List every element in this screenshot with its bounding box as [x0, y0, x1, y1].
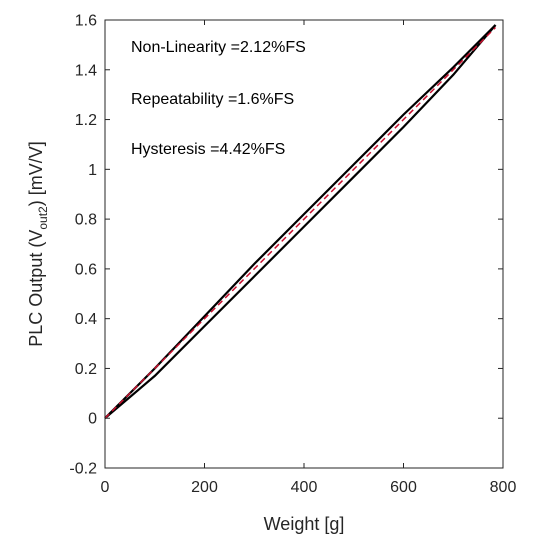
annotations: Non-Linearity =2.12%FS Repeatability =1.6…: [131, 39, 306, 158]
x-tick-label: 800: [490, 479, 517, 496]
y-axis-label-prefix: PLC Output (V: [26, 230, 46, 347]
y-tick-label: 0.8: [75, 212, 97, 229]
x-tick-label: 0: [101, 479, 110, 496]
y-tick-label: 0: [88, 411, 97, 428]
annotation-2: Repeatability =1.6%FS: [131, 91, 294, 108]
y-tick-label: 1.2: [75, 112, 97, 129]
series-line-2: [104, 24, 497, 420]
x-axis-label: Weight [g]: [264, 514, 345, 534]
plot-box: [104, 19, 504, 469]
y-axis-label-subscript: out2: [36, 206, 50, 230]
y-tick-label: 0.4: [75, 311, 97, 328]
series-line-3: [104, 26, 497, 419]
y-tick-label: 1: [88, 162, 97, 179]
x-tick-label: 200: [191, 479, 218, 496]
y-tick-label: -0.2: [69, 461, 97, 478]
y-tick-label: 0.6: [75, 261, 97, 278]
x-tick-label: 600: [390, 479, 417, 496]
y-axis-label-suffix: ) [mV/V]: [26, 141, 46, 206]
annotation-3: Hysteresis =4.42%FS: [131, 141, 285, 158]
tick-layer: 0 200 400 600 800-0.200.20.40.60.811.21.41.6: [69, 13, 516, 497]
annotation-1: Non-Linearity =2.12%FS: [131, 39, 306, 56]
x-tick-label: 400: [291, 479, 318, 496]
y-axis-label: PLC Output (Vout2) [mV/V]: [26, 141, 50, 346]
y-tick-label: 0.2: [75, 361, 97, 378]
y-tick-label: 1.4: [75, 62, 97, 79]
series-layer: [104, 24, 497, 420]
y-tick-label: 1.6: [75, 13, 97, 30]
